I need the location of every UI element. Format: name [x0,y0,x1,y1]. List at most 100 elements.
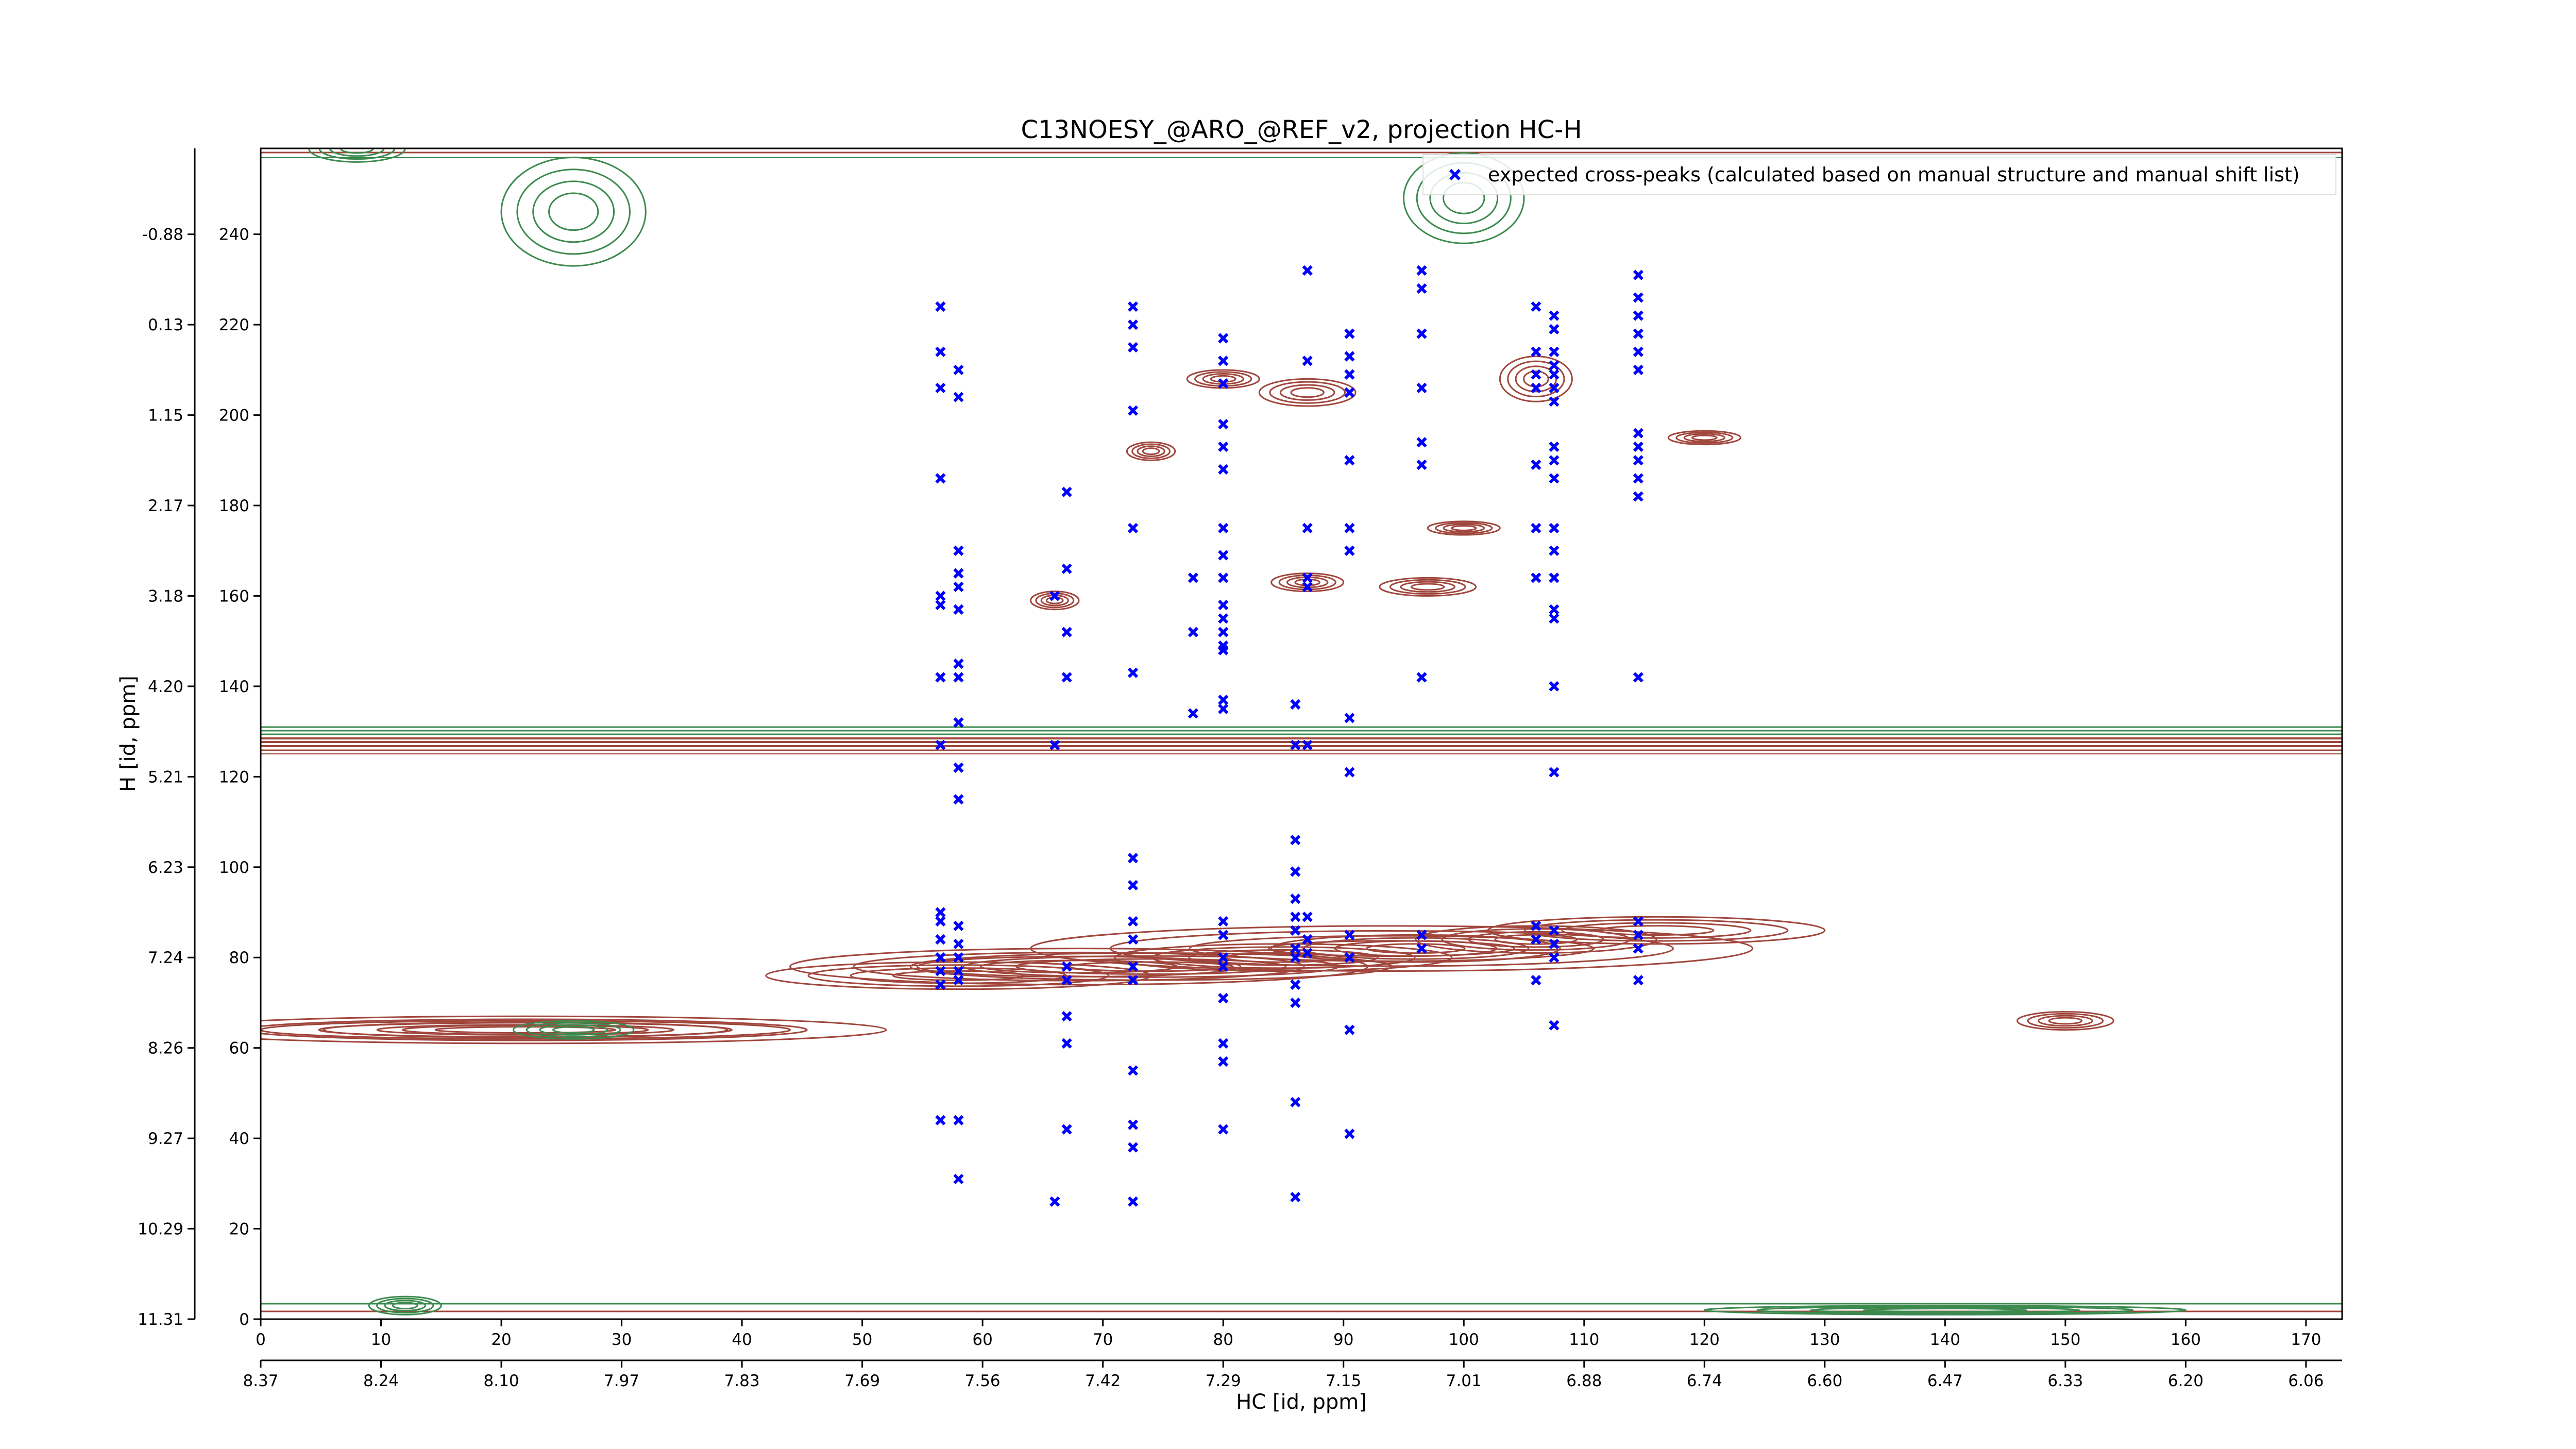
negative-contour [516,169,631,255]
x-tick-label: 40 [732,1330,752,1349]
negative-contour [539,1024,608,1036]
cross-peak-marker [1549,441,1560,452]
cross-peak-marker [1549,925,1560,936]
positive-contour [1379,577,1477,597]
cross-peak-marker [1531,346,1541,357]
cross-peak-marker [1290,943,1301,954]
cross-peak-marker [1290,699,1301,710]
ppm-y-tick-label: 2.17 [148,497,183,515]
y-tick-label: 200 [219,407,249,425]
x-tick-label: 30 [612,1330,632,1349]
cross-peak-marker [953,568,964,579]
cross-peak-marker [1633,269,1643,280]
cross-peak-marker [1188,572,1198,583]
cross-peak-marker [1049,591,1060,601]
positive-contour [1035,593,1075,609]
cross-peak-marker [1549,369,1560,380]
ppm-y-tick-label: 10.29 [138,1220,183,1239]
cross-peak-marker [1290,925,1301,936]
positive-contour [2038,1015,2093,1027]
negative-contour [376,1298,434,1313]
cross-peak-marker [1127,880,1139,890]
positive-contour [1189,935,1595,962]
positive-contour [1225,952,1342,963]
positive-contour [434,1026,616,1034]
ppm-x-tick-label: 7.01 [1446,1372,1482,1390]
cross-peak-marker [935,672,946,683]
cross-peak-marker [953,974,964,986]
cross-peak-marker [1302,523,1313,533]
cross-peak-marker [1218,993,1229,1004]
cross-peak-marker [1633,310,1643,321]
cross-peak-marker [1549,604,1560,615]
positive-contour [807,964,1110,987]
positive-contour [1270,934,1561,963]
cross-peak-marker [1633,455,1643,466]
ppm-y-tick-label: -0.88 [142,226,183,244]
positive-contour [1410,583,1445,591]
cross-peak-marker [1290,912,1301,922]
cross-peak-marker [1531,920,1541,931]
positive-contour [1015,958,1287,975]
cross-peak-marker [1218,703,1229,714]
cross-peak-marker [1416,328,1427,339]
cross-peak-marker [1549,473,1560,484]
cross-peak-marker [1127,405,1139,416]
cross-peak-marker [1290,835,1301,846]
cross-peak-marker [1633,428,1643,439]
cross-peak-marker [935,979,946,990]
positive-contour [2027,1013,2104,1029]
cross-peak-marker [1344,351,1355,362]
cross-peak-marker [1302,572,1313,583]
positive-contour [1400,581,1456,593]
cross-peak-marker [1416,459,1427,470]
x-tick-label: 0 [256,1330,266,1349]
cross-peak-marker [935,382,946,394]
negative-contour [548,192,599,231]
negative-contour [1862,1307,2028,1312]
cross-peak-marker [1127,934,1139,945]
positive-contour [1137,445,1165,458]
positive-contour [1487,916,1826,945]
cross-peak-marker [1127,1196,1139,1207]
cross-peak-marker [1416,265,1427,276]
ppm-y-tick-label: 9.27 [148,1130,183,1148]
positive-contour [1691,434,1718,441]
y-tick-label: 0 [239,1310,249,1329]
cross-peak-marker [1061,563,1072,574]
positive-contour [261,1015,887,1044]
x-tick-label: 90 [1333,1330,1353,1349]
ppm-x-tick-label: 7.42 [1085,1372,1121,1390]
cross-peak-marker [935,346,946,357]
marker-layer [935,265,1643,1207]
cross-peak-marker [1188,627,1198,637]
cross-peak-marker [1127,974,1139,986]
positive-contour [1126,441,1176,461]
positive-contour [1450,525,1477,531]
cross-peak-marker [1290,952,1301,963]
cross-peak-marker [1218,378,1229,389]
y-tick-label: 100 [219,858,249,877]
ppm-x-tick-label: 8.10 [484,1372,519,1390]
negative-contour [1703,1305,2187,1316]
cross-peak-marker [1127,1142,1139,1153]
cross-peak-marker [1218,916,1229,927]
cross-peak-marker [1344,1024,1355,1035]
cross-peak-marker [1549,324,1560,335]
positive-contour [1194,371,1252,387]
cross-peak-marker [1218,627,1229,637]
cross-peak-marker [1549,523,1560,533]
chart-title: C13NOESY_@ARO_@REF_v2, projection HC-H [1021,115,1582,144]
positive-contour [1675,431,1734,444]
ppm-x-tick-label: 7.29 [1206,1372,1241,1390]
cross-peak-marker [1127,523,1139,533]
cross-peak-marker [1531,572,1541,583]
cross-peak-marker [1633,364,1643,375]
cross-peak-marker [953,672,964,683]
cross-peak-marker [1061,974,1072,986]
cross-peak-marker [1416,943,1427,954]
negative-contour [500,157,647,267]
y-tick-label: 220 [219,316,249,334]
cross-peak-marker [1290,739,1301,751]
y-tick-label: 240 [219,226,249,244]
